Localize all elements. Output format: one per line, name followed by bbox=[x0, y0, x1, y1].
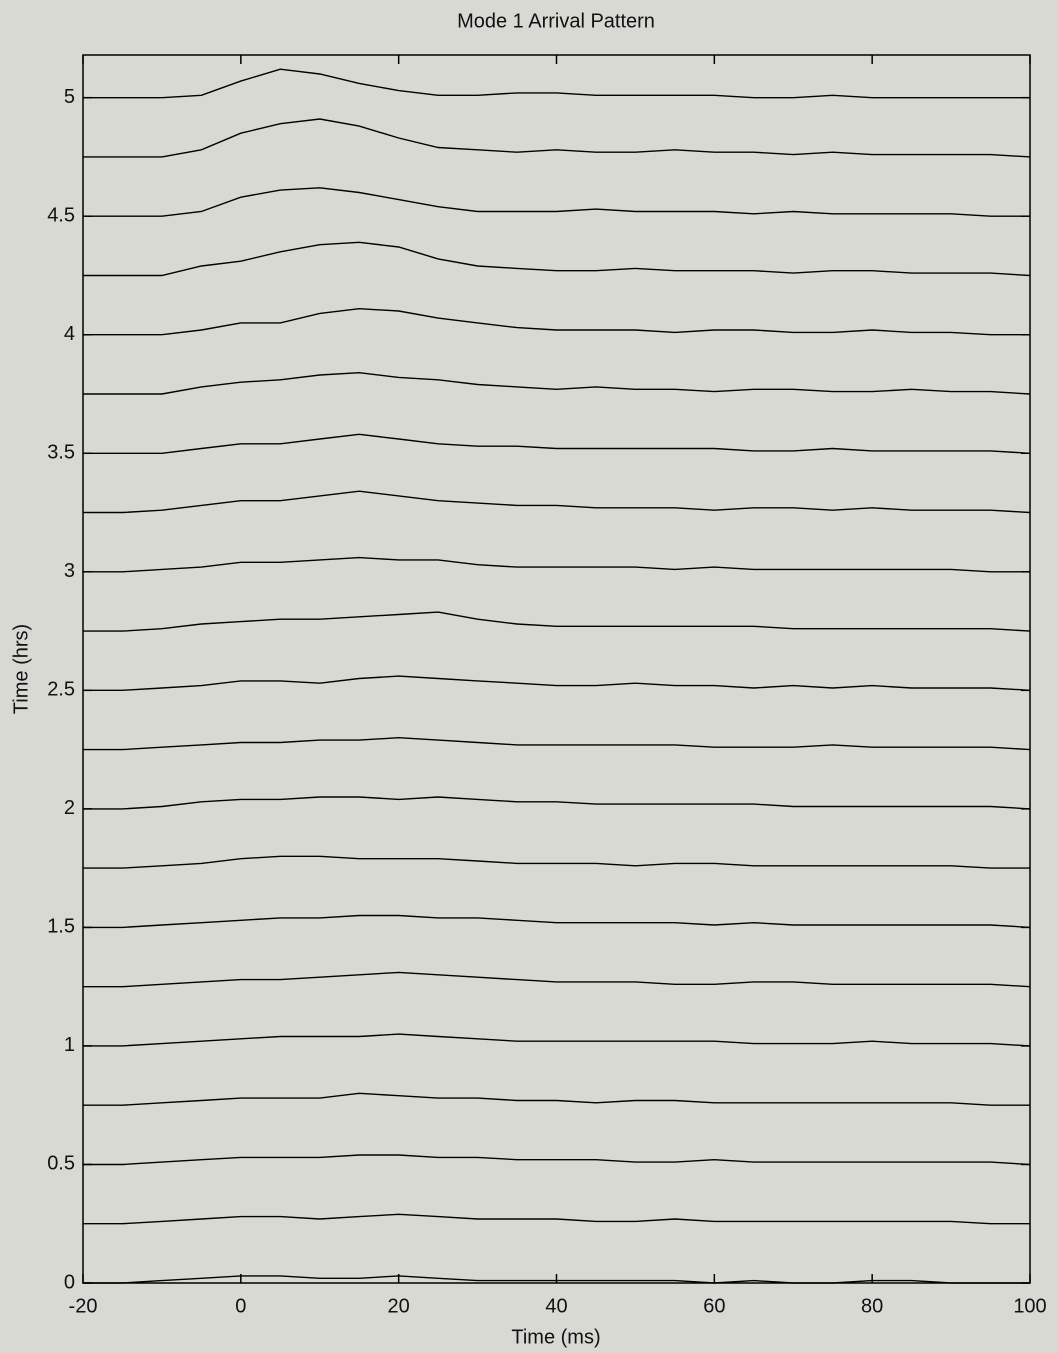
trace bbox=[83, 433, 1031, 454]
trace bbox=[83, 1154, 1031, 1166]
trace-mask bbox=[83, 1214, 1030, 1283]
trace-mask bbox=[83, 1275, 1030, 1283]
y-tick-label: 3.5 bbox=[47, 442, 75, 464]
y-axis-label: Time (hrs) bbox=[10, 624, 32, 714]
trace bbox=[83, 796, 1031, 810]
x-tick-label: 100 bbox=[1013, 1295, 1046, 1317]
trace bbox=[83, 736, 1031, 751]
trace bbox=[83, 1213, 1030, 1225]
trace bbox=[83, 307, 1030, 336]
trace bbox=[83, 914, 1031, 929]
y-tick-label: 0 bbox=[64, 1271, 75, 1293]
y-tick-label: 1 bbox=[64, 1034, 75, 1056]
y-tick-label: 2.5 bbox=[47, 679, 75, 701]
trace bbox=[83, 1033, 1031, 1047]
y-tick-label: 4 bbox=[64, 323, 75, 345]
x-axis-label: Time (ms) bbox=[511, 1326, 600, 1348]
chart-title: Mode 1 Arrival Pattern bbox=[457, 10, 655, 32]
x-tick-label: 80 bbox=[861, 1295, 883, 1317]
y-tick-label: 5 bbox=[64, 86, 75, 108]
y-tick-label: 3 bbox=[64, 560, 75, 582]
trace bbox=[83, 187, 1030, 217]
trace bbox=[83, 490, 1031, 514]
x-tick-label: 20 bbox=[388, 1295, 410, 1317]
y-tick-label: 2 bbox=[64, 797, 75, 819]
x-tick-label: 60 bbox=[703, 1295, 725, 1317]
trace bbox=[83, 241, 1031, 277]
trace bbox=[83, 971, 1031, 988]
y-tick-label: 1.5 bbox=[47, 916, 75, 938]
trace bbox=[83, 556, 1030, 573]
y-tick-label: 0.5 bbox=[47, 1153, 75, 1175]
trace bbox=[83, 675, 1031, 691]
trace bbox=[83, 611, 1031, 632]
trace bbox=[83, 855, 1030, 869]
y-tick-label: 4.5 bbox=[47, 204, 75, 226]
x-tick-label: 40 bbox=[545, 1295, 567, 1317]
trace bbox=[83, 118, 1031, 158]
trace bbox=[83, 371, 1031, 395]
trace bbox=[83, 1092, 1030, 1106]
x-tick-label: 0 bbox=[235, 1295, 246, 1317]
trace bbox=[83, 68, 1030, 99]
x-tick-label: -20 bbox=[69, 1295, 98, 1317]
